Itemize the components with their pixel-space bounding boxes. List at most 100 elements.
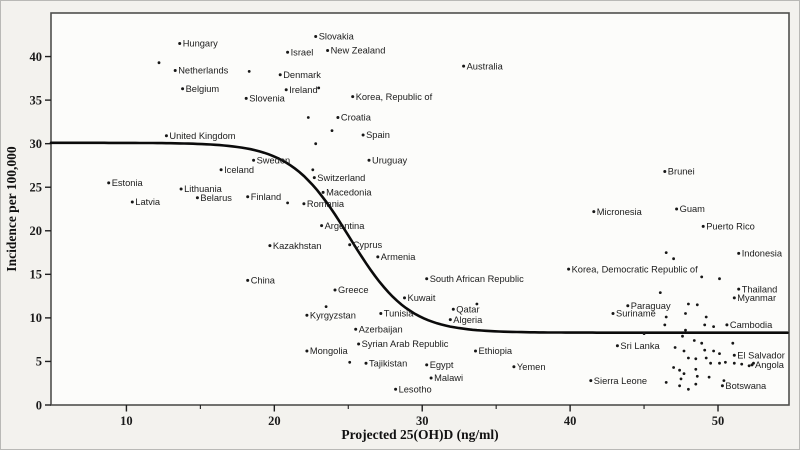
data-point (354, 327, 358, 331)
data-point (246, 278, 250, 282)
country-label: El Salvador (737, 351, 785, 361)
data-point (429, 376, 433, 380)
data-point (592, 210, 596, 214)
data-point (675, 207, 679, 211)
country-label: Paraguay (631, 301, 671, 311)
unlabeled-point (682, 372, 686, 375)
data-point (750, 363, 754, 367)
unlabeled-point (732, 361, 736, 365)
data-point (394, 387, 398, 391)
country-label: Ethiopia (479, 346, 513, 356)
data-point (462, 64, 466, 68)
unlabeled-point (687, 302, 690, 306)
unlabeled-point (703, 323, 707, 327)
unlabeled-point (740, 362, 744, 366)
country-label: Brunei (668, 167, 695, 177)
unlabeled-point (694, 357, 698, 361)
unlabeled-point (700, 341, 704, 345)
data-point (364, 361, 368, 365)
unlabeled-point (663, 323, 667, 327)
unlabeled-point (682, 349, 686, 353)
country-label: Australia (467, 61, 504, 71)
unlabeled-point (692, 339, 696, 342)
x-tick-label: 40 (564, 414, 577, 428)
unlabeled-point (681, 334, 684, 338)
country-label: Finland (251, 192, 282, 202)
data-point (348, 243, 352, 247)
unlabeled-point (306, 116, 310, 119)
unlabeled-point (731, 341, 735, 345)
country-label: Egypt (430, 360, 454, 370)
x-tick-label: 10 (120, 414, 133, 428)
data-point (448, 318, 452, 322)
data-point (130, 200, 134, 204)
data-point (252, 158, 256, 162)
y-tick-label: 35 (30, 93, 43, 107)
country-label: Algeria (453, 315, 483, 325)
country-label: Lesotho (399, 385, 432, 395)
x-axis-title: Projected 25(OH)D (ng/ml) (341, 427, 498, 442)
country-label: Latvia (135, 197, 161, 207)
data-point (512, 365, 516, 369)
y-tick-label: 20 (30, 224, 43, 238)
country-label: Netherlands (178, 66, 228, 76)
unlabeled-point (684, 312, 687, 315)
country-label: Puerto Rico (706, 222, 755, 232)
country-label: Guam (680, 204, 706, 214)
country-label: Yemen (517, 362, 546, 372)
y-tick-label: 25 (30, 181, 43, 195)
country-label: Armenia (381, 252, 416, 262)
data-point (305, 349, 309, 353)
country-label: Uruguay (372, 155, 407, 165)
x-tick-label: 50 (712, 414, 725, 428)
country-label: Hungary (183, 39, 218, 49)
unlabeled-point (317, 86, 321, 90)
data-point (611, 312, 615, 315)
data-point (737, 287, 741, 291)
country-label: Kazakhstan (273, 241, 322, 251)
y-tick-label: 40 (30, 50, 43, 64)
country-label: Israel (291, 47, 314, 57)
unlabeled-point (747, 364, 751, 368)
data-point (361, 133, 365, 137)
unlabeled-point (703, 348, 707, 352)
country-label: Greece (338, 285, 369, 295)
data-point (314, 35, 318, 38)
data-point (451, 307, 455, 311)
data-point (701, 224, 705, 228)
data-point (626, 304, 630, 308)
data-point (403, 296, 406, 300)
unlabeled-point (664, 315, 668, 319)
unlabeled-point (707, 375, 711, 379)
scatter-points: Slovakia Hungary Israel New Zealand Netherla… (107, 32, 785, 395)
unlabeled-point (672, 257, 675, 261)
unlabeled-point (475, 302, 479, 306)
data-point (305, 313, 309, 317)
unlabeled-point (679, 377, 683, 381)
data-point (268, 244, 272, 248)
country-label: Croatia (341, 113, 372, 123)
trend-curve (49, 141, 789, 334)
country-label: Tajikistan (369, 358, 407, 368)
country-label: Lithuania (184, 184, 223, 194)
data-point (179, 187, 183, 191)
data-point (246, 195, 250, 199)
data-point (357, 342, 361, 346)
data-point (367, 158, 371, 162)
unlabeled-point (330, 129, 334, 133)
country-label: Korea, Democratic Republic of (572, 264, 698, 274)
country-label: Suriname (616, 309, 656, 319)
data-point (725, 323, 729, 327)
y-tick-label: 10 (30, 311, 43, 325)
unlabeled-point (311, 168, 315, 172)
unlabeled-point (664, 251, 668, 255)
country-label: Romania (307, 199, 345, 209)
country-label: Malawi (434, 373, 463, 383)
data-point (567, 267, 571, 271)
data-point (244, 96, 248, 100)
unlabeled-point (695, 303, 699, 307)
unlabeled-point (673, 346, 677, 349)
country-label: Micronesia (597, 207, 643, 217)
unlabeled-point (324, 305, 328, 308)
